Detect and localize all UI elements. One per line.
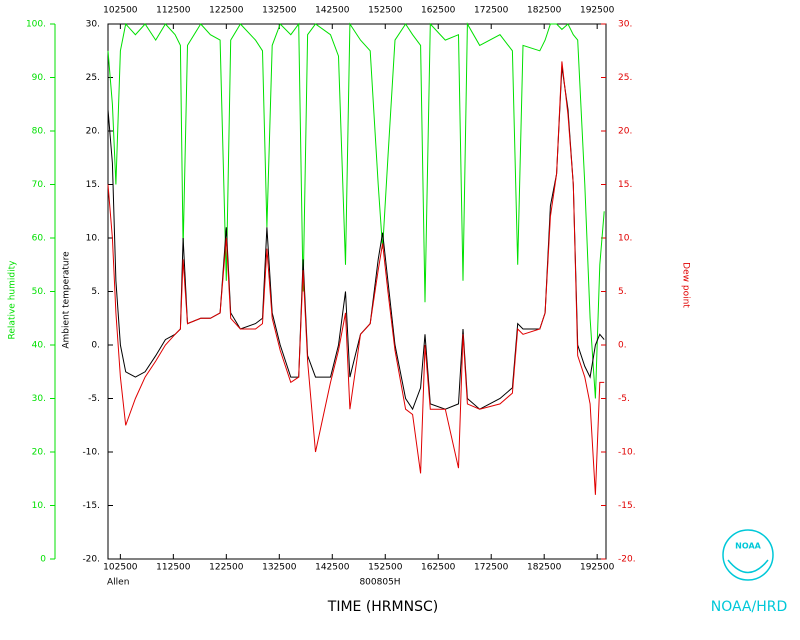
y-tick-label: 0. [91, 341, 100, 351]
x-tick-label: 122500 [209, 563, 244, 573]
x-tick-label: 182500 [527, 563, 562, 573]
x-tick-label-top: 142500 [315, 6, 350, 16]
agency: NOAA/HRD [711, 599, 788, 615]
y-tick-label: 5. [618, 287, 627, 297]
y-tick-label: 90. [32, 73, 46, 83]
logo: NOAA [722, 529, 774, 581]
x-tick-label-top: 162500 [421, 6, 456, 16]
y-tick-label: -20. [82, 555, 100, 565]
x-tick-label-top: 132500 [262, 6, 297, 16]
x-tick-label: 192500 [580, 563, 615, 573]
x-tick-label-top: 112500 [156, 6, 191, 16]
y-tick-label: -5. [618, 394, 630, 404]
x-tick-label-top: 102500 [103, 6, 138, 16]
y-axis-label: Ambient temperature [62, 251, 72, 349]
y-tick-label: 30. [32, 394, 46, 404]
y-tick-label: 100. [26, 20, 46, 30]
y-tick-label: 50. [32, 287, 46, 297]
series-line [107, 22, 605, 399]
y2-axis-label: Dew point [681, 262, 691, 308]
x-tick-label-top: 182500 [527, 6, 562, 16]
y-tick-label: 25. [86, 73, 100, 83]
y-tick-label: 40. [32, 341, 46, 351]
y-tick-label: 15. [86, 180, 100, 190]
series-line [107, 61, 605, 495]
y-tick-label: 25. [618, 73, 632, 83]
storm-name: Allen [107, 578, 129, 588]
y-tick-label: -15. [82, 501, 100, 511]
y-tick-label: 70. [32, 180, 46, 190]
plot-frame [107, 23, 607, 560]
x-tick-label: 162500 [421, 563, 456, 573]
x-tick-label: 112500 [156, 563, 191, 573]
logo-wave [727, 559, 769, 574]
y-tick-label: -10. [82, 448, 100, 458]
x-tick-label: 142500 [315, 563, 350, 573]
y-tick-label: 80. [32, 127, 46, 137]
y-tick-label: 0. [618, 341, 627, 351]
y3-axis-label: Relative humidity [8, 260, 18, 340]
y-tick-label: 0 [40, 555, 46, 565]
y-tick-label: 30. [618, 20, 632, 30]
y-tick-label: 5. [91, 287, 100, 297]
x-tick-label-top: 192500 [580, 6, 615, 16]
y-tick-label: 60. [32, 234, 46, 244]
series-line [107, 66, 605, 411]
x-tick-label: 132500 [262, 563, 297, 573]
y-tick-label: 10. [86, 234, 100, 244]
y-tick-label: 20. [618, 127, 632, 137]
x-tick-label-top: 152500 [368, 6, 403, 16]
logo-text: NOAA [735, 542, 761, 551]
y-tick-label: -5. [88, 394, 100, 404]
y-tick-label: 20. [32, 448, 46, 458]
x-tick-label: 102500 [103, 563, 138, 573]
x-tick-label: 172500 [474, 563, 509, 573]
y-tick-label: -10. [618, 448, 636, 458]
flight-id: 800805H [359, 578, 400, 588]
y-tick-label: 15. [618, 180, 632, 190]
y-tick-label: 20. [86, 127, 100, 137]
y-tick-label: 10. [32, 501, 46, 511]
logo-ring [722, 529, 774, 581]
x-tick-label-top: 122500 [209, 6, 244, 16]
y-tick-label: 10. [618, 234, 632, 244]
x-tick-label-top: 172500 [474, 6, 509, 16]
y-tick-label: -20. [618, 555, 636, 565]
y-tick-label: -15. [618, 501, 636, 511]
x-axis-label: TIME (HRMNSC) [327, 599, 438, 615]
y-tick-label: 30. [86, 20, 100, 30]
x-tick-label: 152500 [368, 563, 403, 573]
